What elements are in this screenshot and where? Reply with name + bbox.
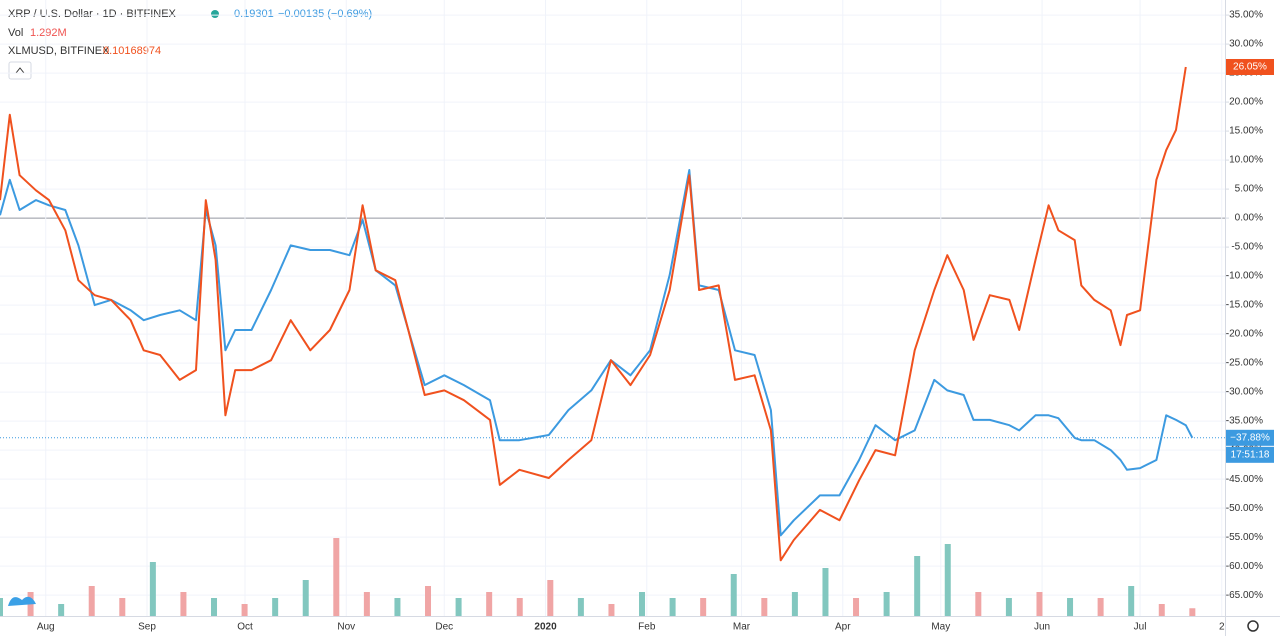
volume-bar	[639, 592, 646, 616]
y-tick-label: -20.00%	[1226, 329, 1263, 340]
compare-price: 0.10168974	[103, 45, 161, 57]
y-tick-label: -35.00%	[1226, 416, 1263, 427]
y-tick-label: -10.00%	[1226, 271, 1263, 282]
volume-bar	[394, 598, 401, 616]
y-tick-label: -55.00%	[1226, 532, 1263, 543]
volume-bar	[486, 592, 493, 616]
price: 0.19301	[234, 8, 274, 20]
volume-bar	[1067, 598, 1074, 616]
y-tick-label: 20.00%	[1229, 97, 1263, 108]
x-tick-label: May	[931, 622, 950, 633]
volume-bar	[853, 598, 860, 616]
countdown-box	[1226, 446, 1274, 463]
lines	[0, 66, 1225, 562]
collapse-button[interactable]	[8, 61, 32, 80]
status-dot	[211, 10, 219, 18]
compare-symbol: XLMUSD, BITFINEX	[8, 45, 110, 57]
y-tick-label: 10.00%	[1229, 155, 1263, 166]
volume-bar	[791, 592, 798, 616]
volume-bar	[761, 598, 768, 616]
symbol: XRP / U.S. Dollar · 1D · BITFINEX	[8, 8, 177, 20]
volume-bars	[0, 538, 1196, 616]
y-tick-label: -25.00%	[1226, 358, 1263, 369]
y-tick-label: 15.00%	[1229, 126, 1263, 137]
volume-bar	[0, 598, 3, 616]
volume-bar	[58, 604, 65, 616]
x-tick-label: Nov	[337, 622, 355, 633]
volume-bar	[883, 592, 890, 616]
y-tick-label: 30.00%	[1229, 39, 1263, 50]
volume-bar	[730, 574, 737, 616]
x-tick-label: Oct	[237, 622, 253, 633]
x-tick-label: Mar	[733, 622, 751, 633]
volume-bar	[363, 592, 370, 616]
y-tick-label: -50.00%	[1226, 503, 1263, 514]
volume-bar	[211, 598, 218, 616]
volume-bar	[914, 556, 921, 616]
volume-bar	[272, 598, 279, 616]
y-tick-label: 35.00%	[1229, 10, 1263, 21]
volume-bar	[180, 592, 187, 616]
volume-bar	[455, 598, 462, 616]
volume-bar	[333, 538, 340, 616]
volume-bar	[1097, 598, 1104, 616]
y-tick-label: 0.00%	[1235, 213, 1263, 224]
volume-bar	[149, 562, 156, 616]
volume-bar	[1036, 592, 1043, 616]
volume-bar	[1128, 586, 1135, 616]
series-line	[0, 66, 1187, 562]
volume-bar	[241, 604, 248, 616]
volume-bar	[822, 568, 829, 616]
y-tick-label: -60.00%	[1226, 561, 1263, 572]
x-tick-label: Jun	[1034, 622, 1050, 633]
y-tick-label: 5.00%	[1235, 184, 1263, 195]
volume-bar	[1189, 608, 1196, 616]
last-value-label: 26.05%	[1233, 62, 1267, 73]
volume-bar	[944, 544, 951, 616]
volume-bar	[669, 598, 676, 616]
last-value-box	[1226, 58, 1274, 75]
y-tick-label: -65.00%	[1226, 590, 1263, 601]
last-value-box	[1226, 429, 1274, 446]
volume-bar	[577, 598, 584, 616]
y-tick-label: -45.00%	[1226, 474, 1263, 485]
volume-bar	[1005, 598, 1012, 616]
logo	[8, 596, 36, 606]
collapse-icon	[15, 67, 25, 74]
x-tick-label: Feb	[638, 622, 656, 633]
countdown: 17:51:18	[1231, 449, 1270, 460]
change: −0.00135 (−0.69%)	[278, 8, 372, 20]
y-tick-label: -15.00%	[1226, 300, 1263, 311]
x-tick-label: Aug	[37, 622, 55, 633]
volume-value: 1.292M	[30, 27, 67, 39]
volume-bar	[608, 604, 615, 616]
x-tick-label: Jul	[1134, 622, 1147, 633]
volume-bar	[975, 592, 982, 616]
x-tick-label: 2020	[534, 622, 557, 633]
x-tick-label: 2	[1219, 622, 1225, 633]
volume-bar	[88, 586, 95, 616]
x-tick-label: Sep	[138, 622, 156, 633]
volume-bar	[119, 598, 126, 616]
settings-button[interactable]	[1247, 620, 1259, 632]
volume-bar	[516, 598, 523, 616]
volume-label: Vol	[8, 27, 23, 39]
series-line	[0, 169, 1194, 537]
x-tick-label: Apr	[835, 622, 851, 633]
y-tick-label: -30.00%	[1226, 387, 1263, 398]
grid	[0, 0, 1225, 616]
last-value-label: −37.88%	[1230, 432, 1270, 443]
volume-bar	[425, 586, 432, 616]
x-tick-label: Dec	[435, 622, 453, 633]
volume-bar	[302, 580, 309, 616]
y-tick-label: -5.00%	[1231, 242, 1263, 253]
axes: 35.00%30.00%25.00%20.00%15.00%10.00%5.00…	[37, 10, 1274, 633]
volume-bar	[1158, 604, 1165, 616]
volume-bar	[700, 598, 707, 616]
volume-bar	[547, 580, 554, 616]
